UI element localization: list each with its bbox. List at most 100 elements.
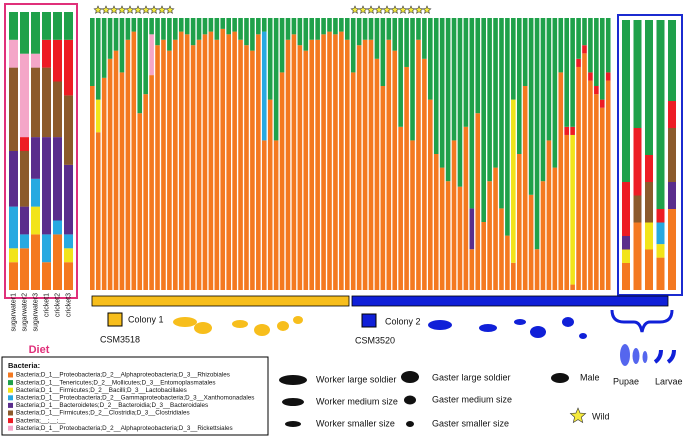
bar-segment (214, 18, 220, 40)
bar-segment (386, 39, 392, 291)
diet-label: Diet (29, 344, 50, 356)
bar-segment (570, 134, 575, 285)
bar-segment (416, 18, 421, 40)
bar-segment (368, 39, 374, 291)
bar-segment (622, 249, 630, 263)
bar-segment (576, 58, 581, 67)
bar-segment (327, 18, 332, 32)
larvae-box (617, 14, 683, 296)
bar-segment (261, 140, 267, 290)
bar-segment (303, 50, 309, 290)
bar-segment (220, 18, 226, 29)
pupae-icons (620, 344, 676, 366)
bar-segment (656, 20, 665, 209)
bar-segment (374, 18, 380, 59)
bar-segment (107, 18, 113, 59)
bar-segment (481, 222, 486, 290)
wild-star (141, 5, 151, 14)
wild-star (390, 5, 400, 14)
x-tick-label: cricket2 (54, 293, 61, 317)
bar-segment (20, 206, 29, 235)
bar-segment (445, 181, 451, 290)
bar-segment (428, 18, 433, 100)
bar-segment (226, 34, 231, 290)
bar-segment (656, 244, 665, 258)
wild-star (149, 5, 159, 14)
bar-segment (582, 53, 587, 290)
bar-segment (594, 18, 599, 86)
bar-segment (279, 72, 285, 291)
bar-segment (499, 18, 504, 209)
bar-segment (9, 248, 18, 263)
bar-segment (327, 31, 332, 290)
bar-segment (167, 18, 172, 51)
legend-swatch (8, 380, 13, 386)
bar-segment (668, 101, 676, 128)
bar-segment (564, 134, 569, 290)
x-tick-label: sugarwater1 (10, 293, 17, 332)
bar-segment (232, 31, 237, 290)
bar-segment (184, 18, 190, 35)
bar-segment (20, 151, 29, 207)
bar-segment (309, 39, 315, 291)
bar-segment (463, 126, 469, 290)
bar-segment (622, 263, 630, 290)
bar-segment (333, 34, 338, 290)
bar-segment (645, 155, 653, 182)
bar-segment (309, 18, 315, 40)
bar-segment (576, 66, 581, 291)
bar-segment (53, 234, 62, 290)
legend-swatch (8, 402, 13, 408)
bar-segment (9, 151, 18, 207)
bar-segment (582, 18, 587, 46)
icon-label: Gaster medium size (432, 394, 512, 404)
bar-segment (64, 39, 73, 96)
bar-segment (20, 12, 29, 54)
bar-segment (540, 18, 546, 182)
bar-segment (457, 186, 463, 290)
bar-segment (256, 18, 261, 35)
bar-segment (267, 18, 273, 100)
wild-star (382, 5, 392, 14)
bar-segment (279, 18, 285, 73)
legend-swatch (8, 372, 13, 378)
legend-title: Bacteria: (8, 361, 40, 370)
bar-segment (511, 262, 516, 290)
bar-segment (64, 164, 73, 235)
bar-segment (42, 137, 51, 235)
icon-label: Worker large soldier (316, 374, 396, 384)
bar-segment (42, 12, 51, 40)
bar-segment (119, 18, 125, 73)
bar-segment (457, 18, 463, 187)
bar-segment (546, 140, 552, 290)
bar-segment (439, 18, 445, 168)
bar-segment (173, 18, 178, 40)
wild-star (358, 5, 368, 14)
bar-segment (64, 234, 73, 249)
colony1-swatch (107, 312, 123, 327)
bar-segment (261, 31, 267, 141)
bar-segment (451, 140, 457, 290)
bar-segment (155, 45, 160, 291)
wild-star (117, 5, 127, 14)
bar-segment (499, 208, 504, 290)
bar-segment (297, 45, 303, 291)
bar-segment (493, 18, 498, 168)
legend-swatch (8, 418, 13, 424)
bar-segment (339, 31, 344, 290)
bar-segment (546, 18, 552, 141)
bar-segment (267, 99, 273, 290)
bar-segment (53, 81, 62, 138)
bar-segment (196, 39, 202, 291)
bar-segment (321, 34, 326, 290)
bar-segment (31, 137, 40, 179)
bar-segment (9, 39, 18, 68)
colony2-label: Colony 2 (385, 316, 421, 326)
bar-segment (622, 20, 630, 182)
wild-star (165, 5, 175, 14)
legend-label: Bacteria;D_1__Proteobacteria;D_2__Alphap… (16, 425, 233, 432)
bar-segment (428, 99, 433, 290)
wild-star (157, 5, 167, 14)
bar-segment (564, 126, 569, 135)
